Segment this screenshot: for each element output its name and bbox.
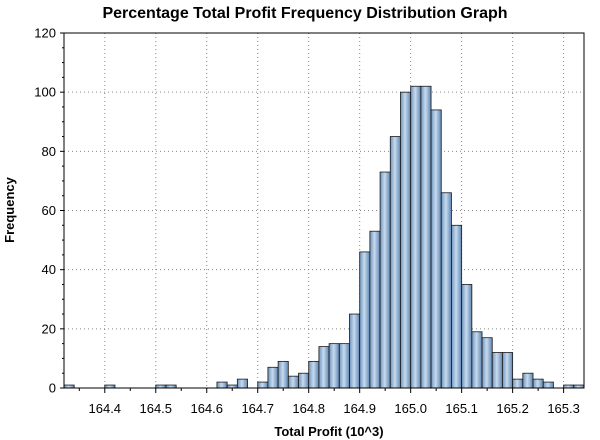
histogram-bar: [267, 366, 279, 389]
y-tick-label: 80: [42, 144, 56, 159]
histogram-bar: [471, 331, 483, 389]
x-tick-label: 164.8: [292, 401, 325, 416]
chart-title: Percentage Total Profit Frequency Distri…: [102, 5, 507, 22]
y-tick-label: 60: [42, 203, 56, 218]
x-tick-label: 165.0: [394, 401, 427, 416]
x-tick-label: 164.7: [241, 401, 274, 416]
x-tick-label: 164.4: [89, 401, 122, 416]
histogram-bar: [522, 372, 534, 389]
y-tick-label: 20: [42, 321, 56, 336]
histogram-bar: [277, 360, 289, 389]
histogram-bar: [491, 352, 503, 389]
histogram-bar: [318, 346, 330, 389]
axes: 0 20 40 60 80 100 120 164.4 164.5 164.6 164.7 164.8…: [34, 26, 580, 417]
histogram-bar: [440, 192, 452, 389]
histogram-bar: [420, 85, 432, 389]
histogram-bar: [379, 171, 391, 389]
histogram-bar: [461, 284, 473, 389]
histogram-bar: [257, 381, 269, 389]
histogram-bar: [389, 136, 401, 389]
histogram-bar: [236, 378, 248, 389]
histogram-bar: [338, 343, 350, 389]
histogram-bar: [216, 381, 228, 389]
histogram-bar: [502, 352, 514, 389]
histogram-bar: [400, 91, 412, 389]
y-tick-label: 0: [49, 381, 56, 396]
y-tick-label: 120: [34, 26, 56, 41]
histogram-bar: [298, 372, 310, 389]
histogram-bar: [287, 375, 299, 389]
y-tick-label: 40: [42, 262, 56, 277]
x-tick-label: 164.5: [139, 401, 172, 416]
x-tick-label: 164.6: [190, 401, 223, 416]
x-tick-label: 165.3: [547, 401, 580, 416]
bars: [63, 85, 585, 389]
histogram-bar: [451, 224, 463, 389]
histogram-bar: [308, 360, 320, 389]
y-axis-label: Frequency: [2, 176, 17, 243]
histogram-bar: [369, 230, 381, 389]
histogram-bar: [481, 337, 493, 389]
histogram-bar: [410, 85, 422, 389]
x-tick-label: 164.9: [343, 401, 376, 416]
x-tick-label: 165.1: [445, 401, 478, 416]
gridlines: [64, 33, 584, 388]
histogram-bar: [359, 251, 371, 389]
histogram-bar: [512, 378, 524, 389]
x-axis-label: Total Profit (10^3): [274, 424, 383, 439]
histogram-bar: [542, 381, 554, 389]
histogram-bar: [328, 343, 340, 389]
histogram-bar: [349, 313, 361, 389]
x-tick-label: 165.2: [496, 401, 529, 416]
y-tick-label: 100: [34, 85, 56, 100]
histogram-bar: [532, 378, 544, 389]
histogram-bar: [430, 109, 442, 389]
